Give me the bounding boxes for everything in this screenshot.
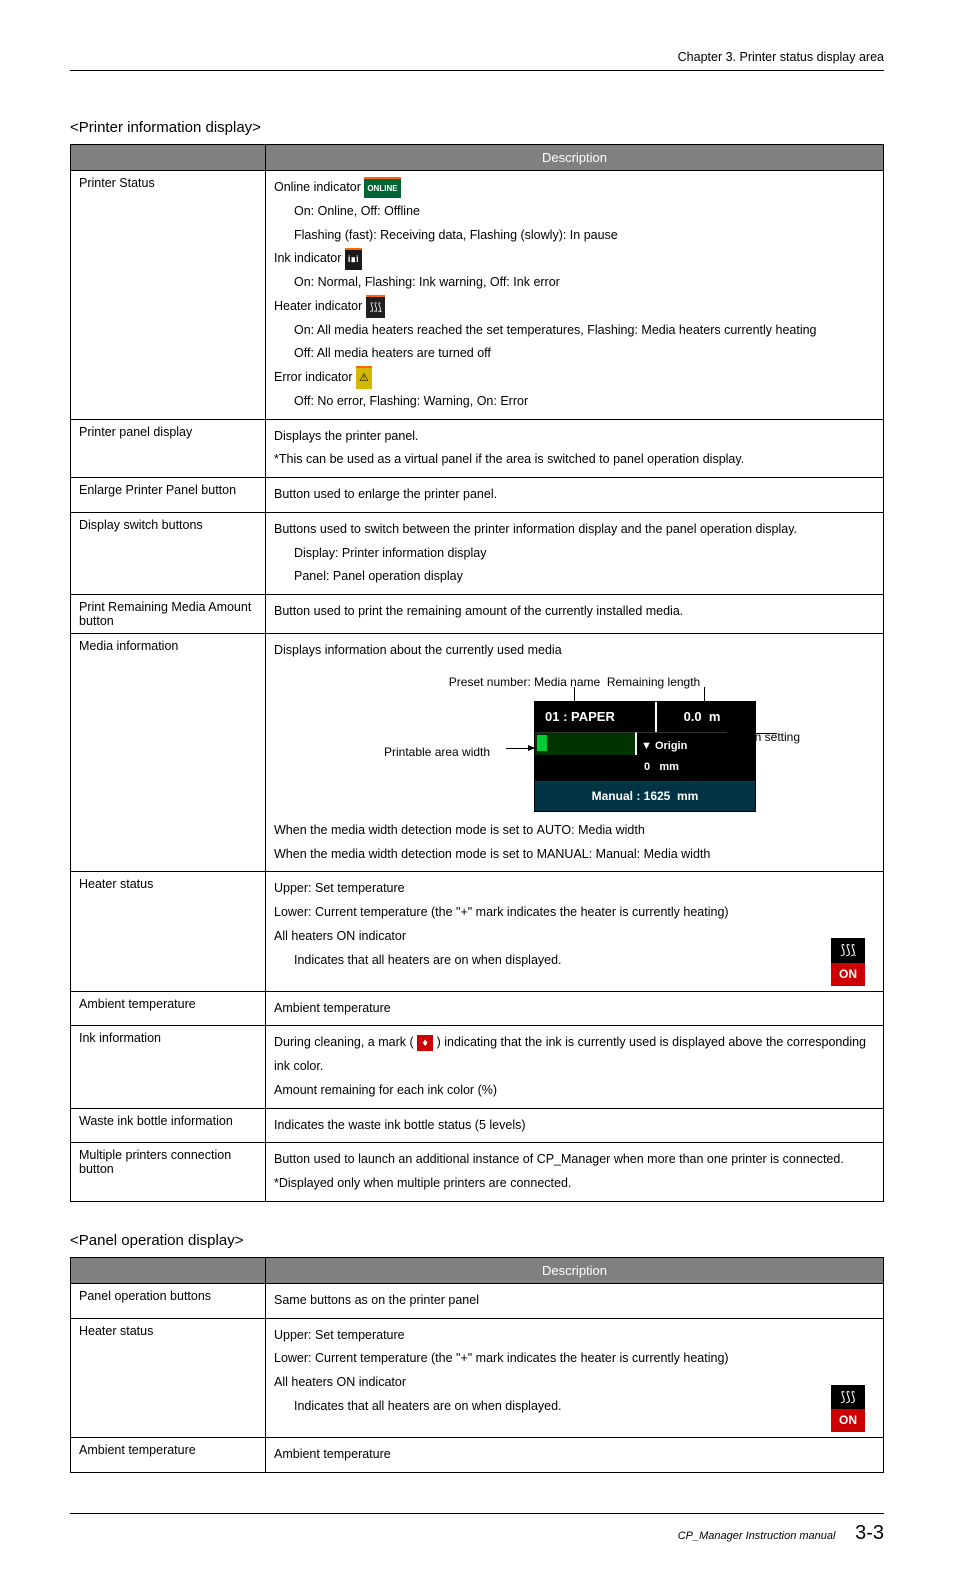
header-rule [70, 70, 884, 71]
table-row: Printer panel displayDisplays the printe… [71, 419, 884, 478]
table-row: Display switch buttonsButtons used to sw… [71, 512, 884, 594]
table-row: Printer StatusOnline indicator ONLINEOn:… [71, 171, 884, 420]
row-label: Heater status [71, 1318, 266, 1437]
page-footer: . CP_Manager Instruction manual 3-3 [70, 1513, 884, 1545]
table-row: Multiple printers connection buttonButto… [71, 1143, 884, 1202]
row-description: Buttons used to switch between the print… [266, 512, 884, 594]
footer-manual-name: CP_Manager Instruction manual [678, 1530, 836, 1542]
row-description: Indicates the waste ink bottle status (5… [266, 1108, 884, 1143]
row-label: Multiple printers connection button [71, 1143, 266, 1202]
row-description: Button used to print the remaining amoun… [266, 595, 884, 634]
row-label: Heater status [71, 872, 266, 991]
row-label: Printer panel display [71, 419, 266, 478]
row-description: Button used to enlarge the printer panel… [266, 478, 884, 513]
row-description: Upper: Set temperatureLower: Current tem… [266, 1318, 884, 1437]
row-description: Ambient temperature [266, 991, 884, 1026]
row-description: Ambient temperature [266, 1438, 884, 1473]
row-label: Ambient temperature [71, 991, 266, 1026]
table-row: Enlarge Printer Panel buttonButton used … [71, 478, 884, 513]
row-label: Waste ink bottle information [71, 1108, 266, 1143]
row-description: Displays information about the currently… [266, 634, 884, 872]
table-row: Ambient temperatureAmbient temperature [71, 1438, 884, 1473]
row-label: Media information [71, 634, 266, 872]
row-label: Ink information [71, 1026, 266, 1108]
table-row: Media informationDisplays information ab… [71, 634, 884, 872]
printer-info-table: Description Printer StatusOnline indicat… [70, 144, 884, 1202]
panel-op-table: Description Panel operation buttonsSame … [70, 1257, 884, 1473]
table-header-empty [71, 1257, 266, 1283]
table-header-description: Description [266, 1257, 884, 1283]
row-label: Printer Status [71, 171, 266, 420]
table-header-description: Description [266, 145, 884, 171]
table-row: Heater statusUpper: Set temperatureLower… [71, 872, 884, 991]
section-title-printer-info: <Printer information display> [70, 119, 884, 136]
row-label: Panel operation buttons [71, 1283, 266, 1318]
table-row: Waste ink bottle informationIndicates th… [71, 1108, 884, 1143]
section-title-panel-op: <Panel operation display> [70, 1232, 884, 1249]
footer-page-number: 3-3 [855, 1522, 884, 1544]
table-header-empty [71, 145, 266, 171]
table-row: Heater statusUpper: Set temperatureLower… [71, 1318, 884, 1437]
row-label: Enlarge Printer Panel button [71, 478, 266, 513]
row-description: During cleaning, a mark ( ♦ ) indicating… [266, 1026, 884, 1108]
row-label: Print Remaining Media Amount button [71, 595, 266, 634]
table-row: Panel operation buttonsSame buttons as o… [71, 1283, 884, 1318]
chapter-header: Chapter 3. Printer status display area [70, 50, 884, 64]
row-description: Same buttons as on the printer panel [266, 1283, 884, 1318]
table-row: Ink informationDuring cleaning, a mark (… [71, 1026, 884, 1108]
row-description: Upper: Set temperatureLower: Current tem… [266, 872, 884, 991]
row-description: Displays the printer panel.*This can be … [266, 419, 884, 478]
row-description: Online indicator ONLINEOn: Online, Off: … [266, 171, 884, 420]
table-row: Print Remaining Media Amount buttonButto… [71, 595, 884, 634]
table-row: Ambient temperatureAmbient temperature [71, 991, 884, 1026]
row-label: Ambient temperature [71, 1438, 266, 1473]
row-label: Display switch buttons [71, 512, 266, 594]
row-description: Button used to launch an additional inst… [266, 1143, 884, 1202]
